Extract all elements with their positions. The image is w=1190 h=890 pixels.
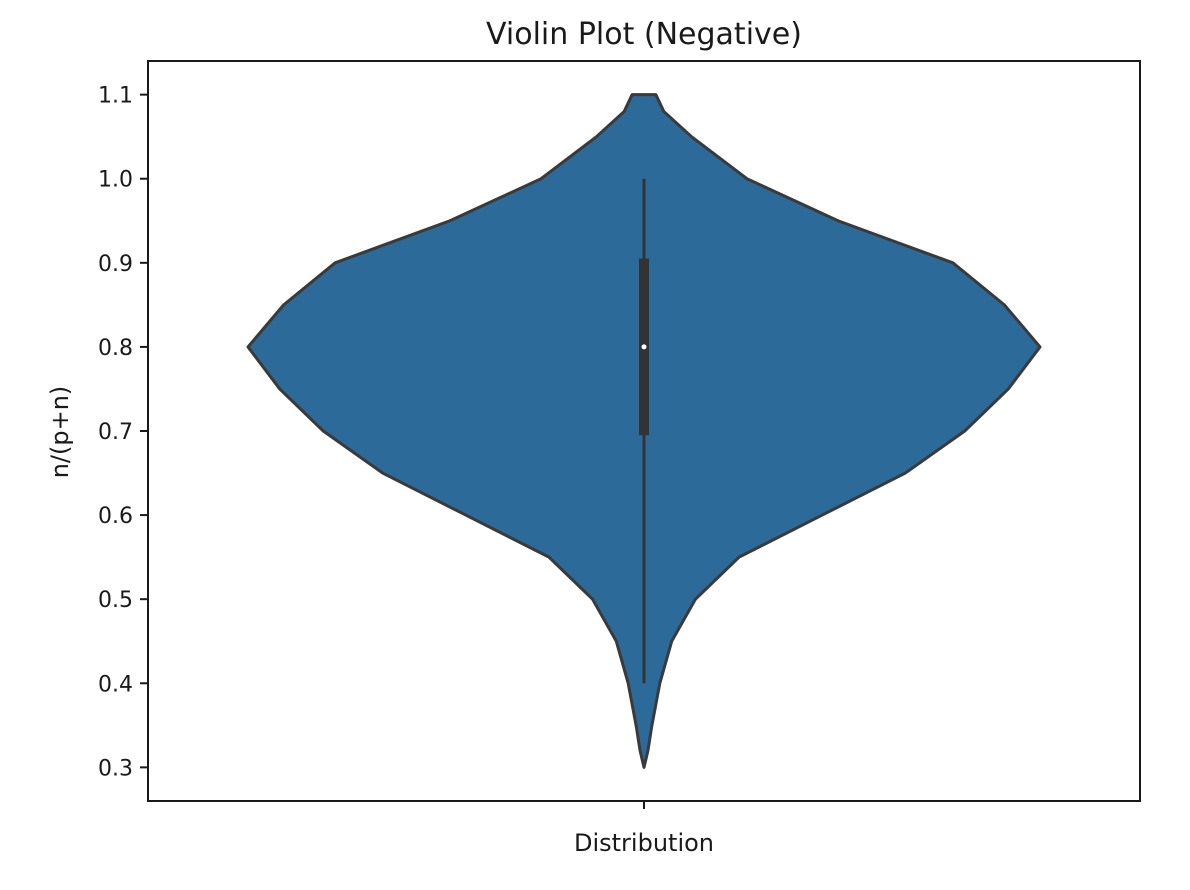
y-tick-label: 0.7 bbox=[98, 420, 133, 445]
y-axis-ticks: 0.3 0.4 0.5 0.6 0.7 0.8 0.9 1.0 1.1 bbox=[98, 84, 148, 781]
y-tick-label: 0.9 bbox=[98, 252, 133, 277]
x-axis-ticks: Distribution bbox=[574, 801, 714, 857]
y-tick-label: 0.8 bbox=[98, 336, 133, 361]
median-marker bbox=[641, 344, 647, 350]
y-axis-label: n/(p+n) bbox=[46, 386, 74, 479]
chart-title: Violin Plot (Negative) bbox=[486, 17, 802, 52]
y-tick-label: 0.4 bbox=[98, 672, 133, 697]
x-tick-label: Distribution bbox=[574, 829, 714, 857]
y-tick-label: 1.0 bbox=[98, 168, 133, 193]
y-tick-label: 0.3 bbox=[98, 756, 133, 781]
y-tick-label: 0.6 bbox=[98, 504, 133, 529]
y-tick-label: 0.5 bbox=[98, 588, 133, 613]
violin-layer bbox=[246, 93, 1042, 769]
y-tick-label: 1.1 bbox=[98, 84, 133, 109]
